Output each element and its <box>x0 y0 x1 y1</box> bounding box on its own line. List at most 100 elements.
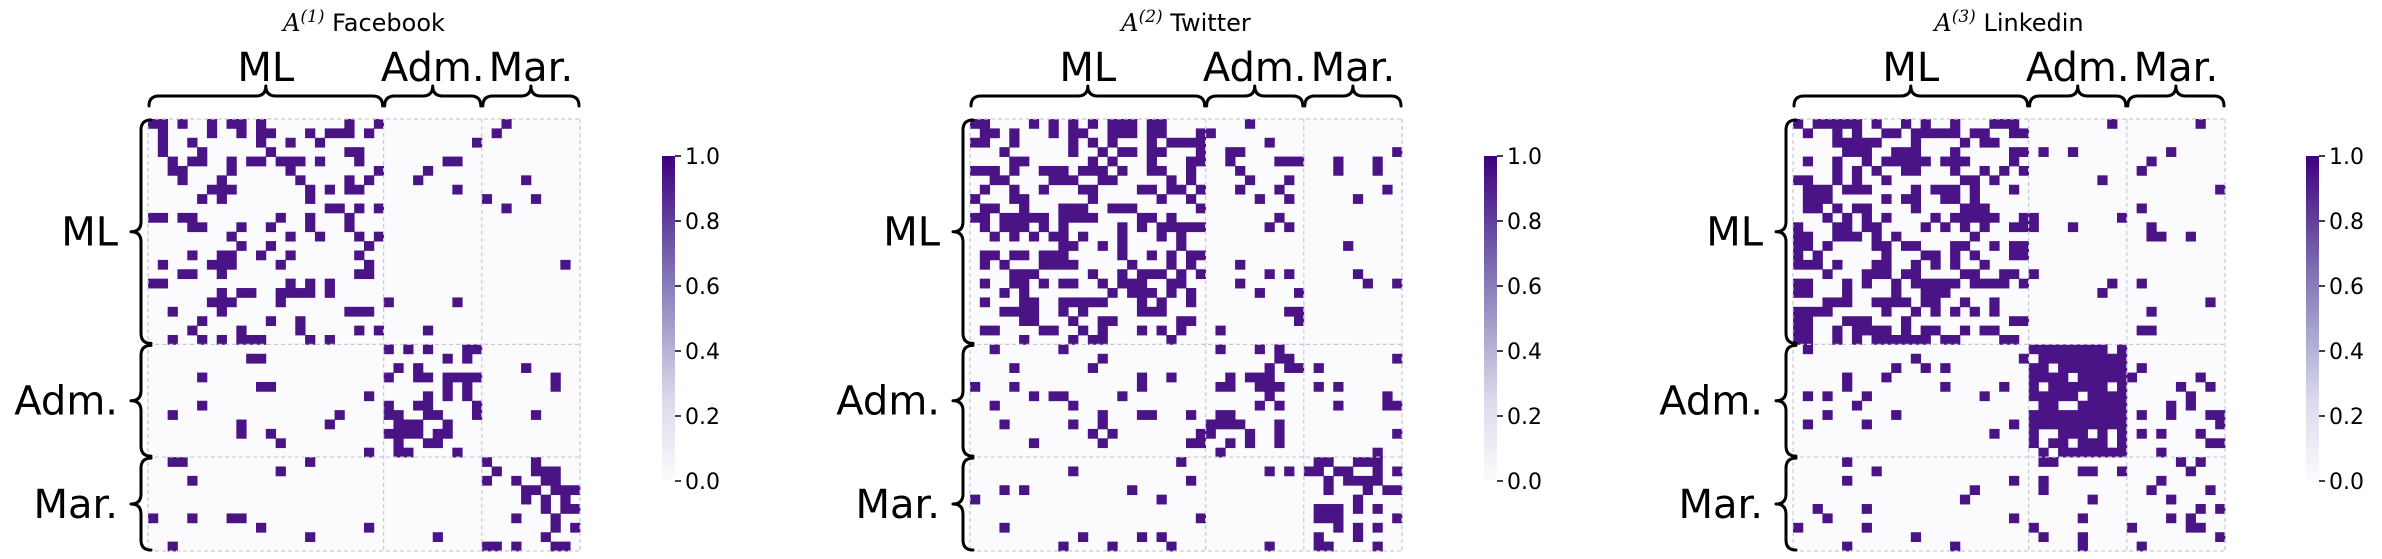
matrix-cell <box>1097 353 1108 364</box>
matrix-cell <box>1136 297 1148 308</box>
matrix-cell <box>1989 306 2000 317</box>
matrix-cell <box>275 288 286 298</box>
matrix-cell <box>1107 175 1118 186</box>
matrix-cell <box>344 128 355 139</box>
matrix-cell <box>2048 400 2059 411</box>
matrix-cell <box>403 447 414 458</box>
matrix-cell <box>1372 504 1383 514</box>
matrix-cell <box>2038 363 2049 373</box>
matrix-cell <box>1940 156 1951 167</box>
matrix-cell <box>1989 241 2000 251</box>
matrix-cell <box>1097 278 1108 289</box>
matrix-cell <box>2028 522 2039 533</box>
column-group-label: Mar. <box>1311 45 1396 91</box>
matrix-cell <box>432 532 443 543</box>
matrix-cell <box>197 194 208 204</box>
matrix-cell <box>1910 241 1922 251</box>
matrix-cell <box>2067 222 2079 233</box>
matrix-cell <box>1215 381 1226 392</box>
matrix-cell <box>2175 457 2187 467</box>
matrix-cell <box>1166 372 1177 383</box>
matrix-cell <box>187 513 198 524</box>
matrix-cell <box>2166 410 2177 420</box>
matrix-cell <box>1901 165 1912 176</box>
matrix-cell <box>1186 194 1197 204</box>
matrix-cell <box>1195 147 1207 157</box>
matrix-cell <box>1097 316 1108 327</box>
matrix-cell <box>472 400 483 411</box>
matrix-cell <box>197 222 208 233</box>
matrix-cell <box>1166 184 1177 195</box>
matrix-cell <box>1156 128 1167 139</box>
matrix-cell <box>2107 447 2118 458</box>
matrix-cell <box>1910 259 1922 270</box>
matrix-cell <box>1842 288 1853 298</box>
matrix-cell <box>1842 137 1853 148</box>
matrix-cell <box>1901 325 1912 336</box>
matrix-cell <box>324 203 335 214</box>
matrix-cell <box>2009 184 2020 195</box>
matrix-cell <box>1881 325 1892 336</box>
matrix-cell <box>305 278 316 289</box>
matrix-cell <box>1352 504 1364 514</box>
matrix-cell <box>187 475 198 486</box>
matrix-cell <box>1019 250 1030 261</box>
matrix-cell <box>364 447 375 458</box>
matrix-cell <box>364 522 375 533</box>
matrix-cell <box>2146 156 2157 167</box>
matrix-cell <box>2038 485 2049 496</box>
matrix-cell <box>383 372 394 383</box>
matrix-cell <box>1851 175 1863 186</box>
matrix-cell <box>2097 410 2108 420</box>
matrix-cell <box>226 297 237 308</box>
matrix-cell <box>187 269 198 280</box>
matrix-cell <box>442 353 453 364</box>
matrix-cell <box>2107 391 2118 402</box>
matrix-cell <box>1019 222 1030 233</box>
colorbar <box>2306 156 2319 481</box>
matrix-cell <box>1136 381 1148 392</box>
matrix-cell <box>197 372 208 383</box>
matrix-cell <box>1842 278 1853 289</box>
matrix-cell <box>472 344 483 355</box>
matrix-cell <box>167 165 178 176</box>
matrix-cell <box>216 288 227 298</box>
matrix-cell <box>167 306 178 317</box>
matrix-cell <box>1127 288 1138 298</box>
matrix-cell <box>970 381 981 392</box>
matrix-cell <box>1009 363 1020 373</box>
matrix-cell <box>1097 297 1108 308</box>
matrix-cell <box>1294 306 1305 317</box>
matrix-cell <box>1881 269 1892 280</box>
matrix-cell <box>157 259 169 270</box>
matrix-cell <box>1264 222 1275 233</box>
matrix-cell <box>442 372 453 383</box>
matrix-cell <box>2166 513 2177 524</box>
matrix-cell <box>383 428 394 439</box>
matrix-cell <box>1901 316 1912 327</box>
matrix-cell <box>2038 457 2049 467</box>
matrix-cell <box>1822 269 1833 280</box>
matrix-cell <box>2107 278 2118 289</box>
matrix-cell <box>2077 466 2088 477</box>
matrix-cell <box>364 269 375 280</box>
matrix-cell <box>979 250 991 261</box>
matrix-cell <box>2067 428 2079 439</box>
matrix-cell <box>1333 381 1344 392</box>
matrix-cell <box>187 325 198 336</box>
matrix-cell <box>1136 372 1148 383</box>
matrix-cell <box>1910 147 1922 157</box>
matrix-cell <box>2136 278 2147 289</box>
matrix-cell <box>1028 438 1040 449</box>
matrix-cell <box>1254 344 1265 355</box>
matrix-cell <box>979 222 991 233</box>
matrix-cell <box>1146 156 1157 167</box>
matrix-cell <box>1225 410 1236 420</box>
matrix-cell <box>2117 381 2128 392</box>
matrix-cell <box>989 165 1000 176</box>
matrix-cell <box>1284 466 1295 477</box>
matrix-cell <box>1382 184 1393 195</box>
matrix-cell <box>413 428 424 439</box>
matrix-cell <box>1793 241 1804 251</box>
